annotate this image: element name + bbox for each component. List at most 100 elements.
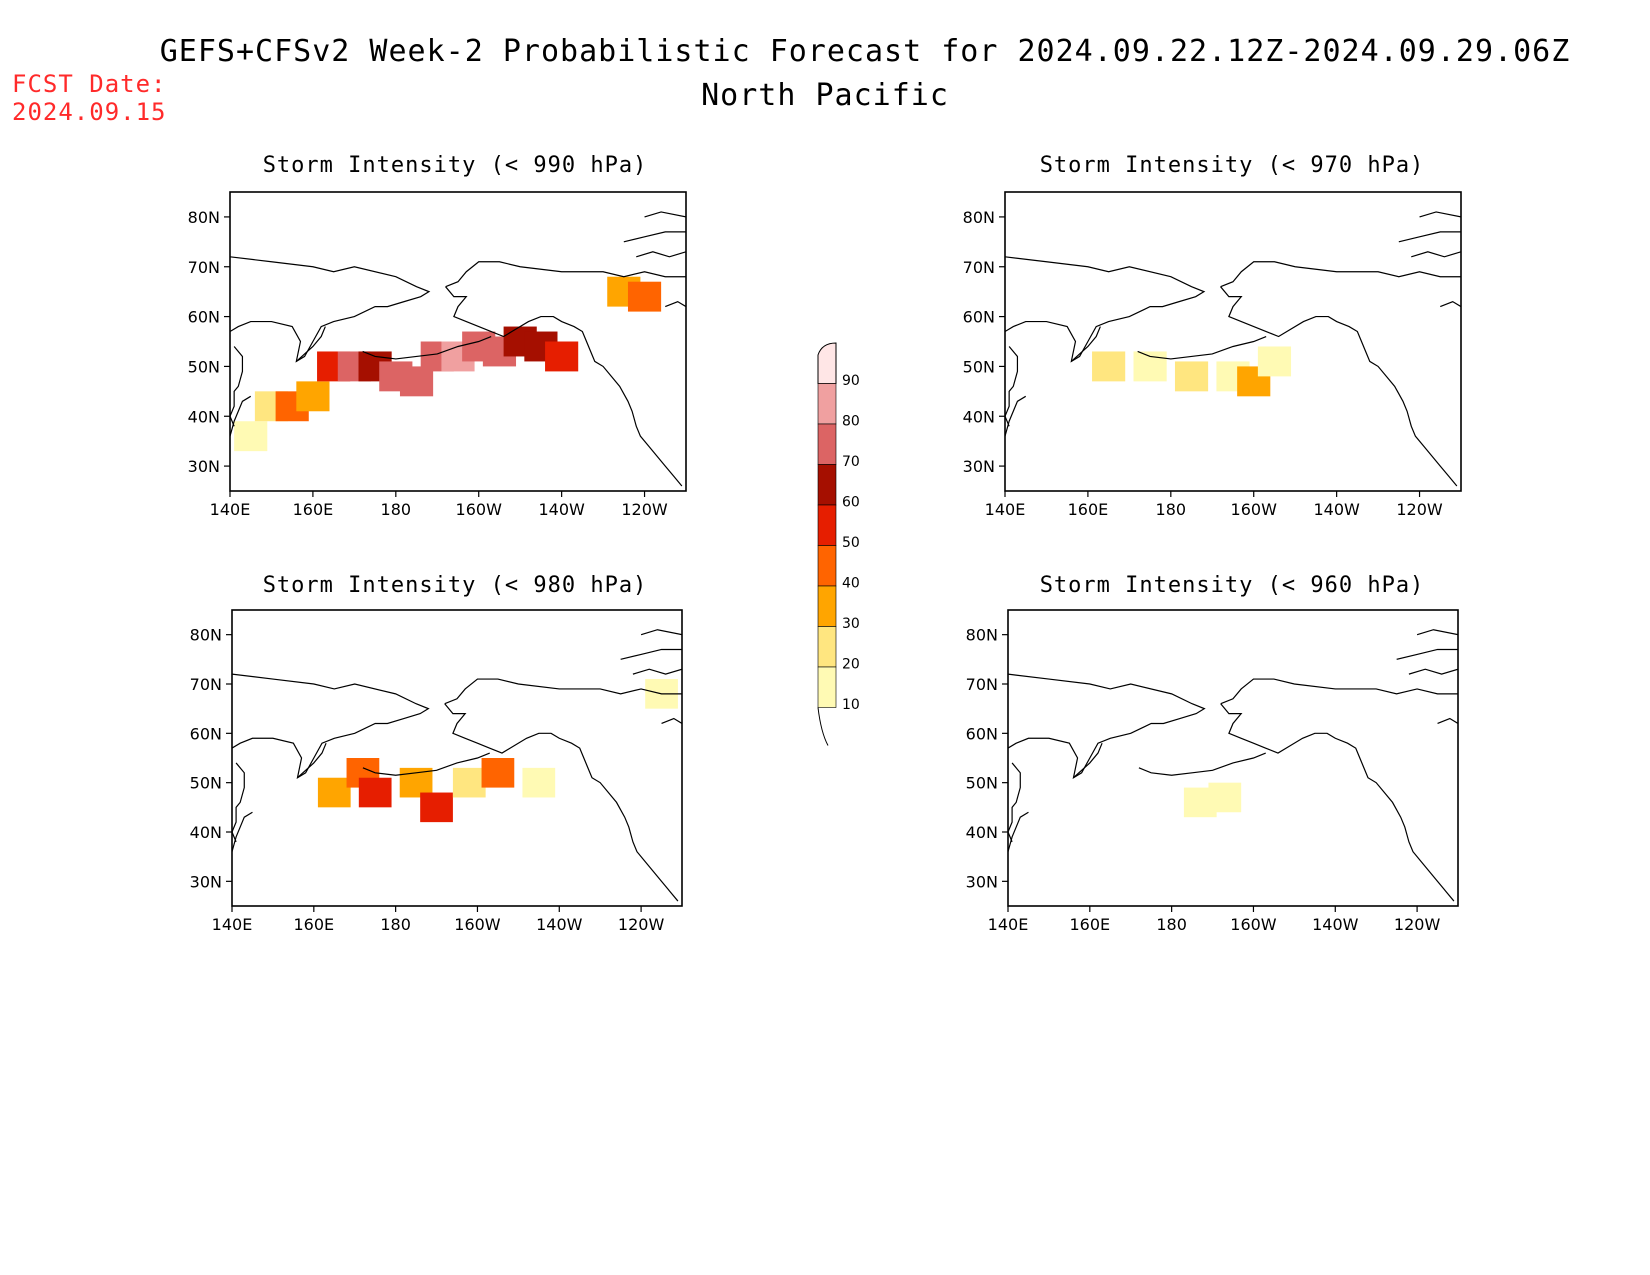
lat-tick-label: 60N xyxy=(963,308,995,327)
lon-tick-label: 140W xyxy=(538,500,585,519)
lon-tick-label: 140E xyxy=(988,915,1029,934)
coastline xyxy=(623,231,686,243)
probability-cell xyxy=(522,767,556,798)
lon-tick-label: 160E xyxy=(293,915,334,934)
coastline xyxy=(230,256,431,363)
coastline xyxy=(362,752,490,776)
colorbar-swatch xyxy=(817,585,837,627)
colorbar-swatch xyxy=(817,423,837,465)
lon-tick-label: 140W xyxy=(1313,500,1360,519)
coastline xyxy=(1416,629,1458,636)
coastline xyxy=(295,326,326,362)
lon-tick-label: 140W xyxy=(1312,915,1359,934)
coastline xyxy=(1437,717,1458,725)
lat-tick-label: 70N xyxy=(188,258,220,277)
panel-title-970: Storm Intensity (< 970 hPa) xyxy=(1039,153,1425,178)
probability-cell xyxy=(452,767,486,798)
map-frame xyxy=(229,191,687,492)
colorbar-swatch xyxy=(817,383,837,425)
lon-tick-label: 180 xyxy=(1156,915,1187,934)
coastline xyxy=(1411,251,1461,258)
probability-cell xyxy=(627,281,662,312)
colorbar-swatch xyxy=(817,342,837,384)
coastline xyxy=(1137,335,1267,360)
lon-tick-label: 180 xyxy=(381,500,412,519)
coastline xyxy=(1398,231,1461,243)
lat-tick-label: 40N xyxy=(963,407,995,426)
lon-tick-label: 160W xyxy=(456,500,503,519)
lon-tick-label: 140E xyxy=(985,500,1026,519)
coastline xyxy=(445,286,683,487)
colorbar-label: 10 xyxy=(842,697,860,713)
lon-tick-label: 120W xyxy=(1394,915,1441,934)
colorbar-label: 40 xyxy=(842,576,860,592)
main-title: GEFS+CFSv2 Week-2 Probabilistic Forecast… xyxy=(159,34,1571,69)
fcst-label: FCST Date: xyxy=(12,70,167,98)
lat-tick-label: 40N xyxy=(966,823,998,842)
probability-cell xyxy=(1174,361,1209,392)
colorbar-label: 50 xyxy=(842,535,860,551)
lat-tick-label: 60N xyxy=(190,724,222,743)
probability-cell xyxy=(481,758,515,788)
lon-tick-label: 120W xyxy=(621,500,668,519)
lat-tick-label: 80N xyxy=(963,208,995,227)
coastline xyxy=(1070,326,1101,362)
coastline xyxy=(1408,668,1458,675)
coastline xyxy=(1073,742,1103,779)
map-panel-1: 80N 70N 60N 50N 40N 30N 140E 160E 180 160W 140W 120… xyxy=(963,191,1462,519)
probability-cell xyxy=(358,777,392,808)
fcst-date: 2024.09.15 xyxy=(12,98,167,126)
coastline xyxy=(232,762,245,843)
colorbar-swatch xyxy=(817,545,837,587)
coastline xyxy=(232,673,430,779)
lat-tick-label: 80N xyxy=(188,208,220,227)
coastline xyxy=(1005,395,1027,437)
coastline xyxy=(1220,261,1461,288)
probability-cell xyxy=(234,421,268,452)
panel-title-960: Storm Intensity (< 960 hPa) xyxy=(1039,573,1425,598)
coastline xyxy=(1008,811,1029,852)
lat-tick-label: 60N xyxy=(966,724,998,743)
lon-tick-label: 140E xyxy=(212,915,253,934)
coastline xyxy=(445,261,686,288)
coastline xyxy=(1008,762,1021,843)
coastline xyxy=(620,648,682,660)
colorbar-label: 20 xyxy=(842,657,860,673)
lon-tick-label: 160E xyxy=(293,500,334,519)
lon-tick-label: 180 xyxy=(1156,500,1187,519)
panel-title-980: Storm Intensity (< 980 hPa) xyxy=(262,573,648,598)
coastline xyxy=(665,300,686,308)
lat-tick-label: 80N xyxy=(190,626,222,645)
lat-tick-label: 30N xyxy=(966,872,998,891)
colorbar: 90 80 70 60 50 40 30 20 10 xyxy=(817,342,860,746)
lon-tick-label: 180 xyxy=(380,915,411,934)
coastline xyxy=(1419,211,1461,218)
map-frame xyxy=(1007,609,1459,907)
lat-tick-label: 60N xyxy=(188,308,220,327)
coastline xyxy=(1005,346,1019,427)
coastline xyxy=(230,346,244,427)
colorbar-swatch xyxy=(817,626,837,668)
coastline xyxy=(640,629,682,636)
coastline xyxy=(661,717,682,725)
lat-tick-label: 40N xyxy=(190,823,222,842)
lon-tick-label: 160E xyxy=(1069,915,1110,934)
coastline xyxy=(644,211,686,218)
coastline xyxy=(1396,648,1458,660)
coastline xyxy=(1138,752,1266,776)
lat-tick-label: 50N xyxy=(190,774,222,793)
colorbar-label: 70 xyxy=(842,454,860,470)
map-frame xyxy=(1004,191,1462,492)
lat-tick-label: 30N xyxy=(188,457,220,476)
lat-tick-label: 70N xyxy=(963,258,995,277)
probability-cell xyxy=(420,792,453,823)
coastline xyxy=(1220,678,1458,705)
colorbar-swatch xyxy=(817,666,837,708)
coastline xyxy=(1008,673,1206,779)
map-panel-2: 80N 70N 60N 50N 40N 30N 140E 160E 180 160W 140W 120… xyxy=(190,609,683,934)
lat-tick-label: 40N xyxy=(188,407,220,426)
colorbar-swatch xyxy=(817,464,837,506)
probability-cell xyxy=(317,777,351,808)
coastline xyxy=(297,742,327,779)
